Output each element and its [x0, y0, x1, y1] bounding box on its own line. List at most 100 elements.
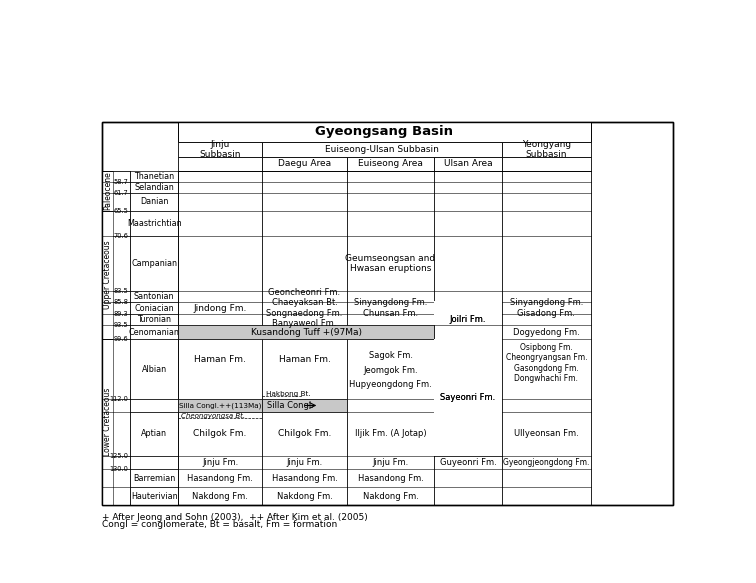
Bar: [502, 142, 590, 157]
Bar: [130, 412, 178, 456]
Text: Silla Congl.++(113Ma): Silla Congl.++(113Ma): [179, 402, 262, 409]
Bar: [178, 142, 262, 157]
Text: 93.5: 93.5: [114, 322, 129, 328]
Bar: [130, 325, 178, 339]
Text: Cheongyongsa Bt.: Cheongyongsa Bt.: [181, 413, 246, 419]
Text: Daegu Area: Daegu Area: [278, 159, 331, 168]
Bar: [178, 325, 434, 339]
Text: Lower Cretaceous: Lower Cretaceous: [103, 388, 112, 456]
Bar: [102, 121, 673, 505]
Text: Nakdong Fm.: Nakdong Fm.: [277, 491, 333, 501]
Text: Jinju Fm.: Jinju Fm.: [202, 458, 238, 468]
Text: Hakbong Bt.: Hakbong Bt.: [266, 391, 311, 397]
Bar: [102, 211, 113, 339]
Bar: [130, 236, 178, 291]
Text: Albian: Albian: [141, 364, 167, 374]
Bar: [434, 157, 502, 171]
Text: Hasandong Fm.: Hasandong Fm.: [271, 474, 337, 483]
Text: Sinyangdong Fm.
Gisadong Fm.: Sinyangdong Fm. Gisadong Fm.: [510, 298, 583, 318]
Text: Danian: Danian: [140, 198, 169, 206]
Text: 65.5: 65.5: [113, 208, 129, 214]
Text: 85.8: 85.8: [113, 299, 129, 305]
Bar: [434, 339, 502, 456]
Bar: [130, 314, 178, 325]
Text: Jinju Fm.: Jinju Fm.: [287, 458, 323, 468]
Text: Coniacian: Coniacian: [135, 304, 174, 312]
Text: Silla Congl.: Silla Congl.: [267, 401, 314, 410]
Text: Upper Cretaceous: Upper Cretaceous: [103, 241, 112, 309]
Bar: [502, 157, 590, 171]
Bar: [130, 487, 178, 505]
Bar: [113, 171, 130, 505]
Bar: [130, 211, 178, 236]
Bar: [130, 456, 178, 469]
Text: 89.3: 89.3: [114, 311, 129, 317]
Text: Chilgok Fm.: Chilgok Fm.: [194, 430, 246, 438]
Bar: [102, 339, 113, 505]
Text: Nakdong Fm.: Nakdong Fm.: [363, 491, 419, 501]
Text: Joilri Fm.: Joilri Fm.: [450, 315, 486, 324]
Text: 83.5: 83.5: [114, 288, 129, 294]
Bar: [178, 399, 262, 412]
Text: Maastrichtian: Maastrichtian: [127, 219, 181, 228]
Bar: [262, 399, 347, 412]
Text: 112.0: 112.0: [110, 396, 129, 402]
Text: Hasandong Fm.: Hasandong Fm.: [187, 474, 253, 483]
Bar: [130, 182, 178, 193]
Text: Euiseong-Ulsan Subbasin: Euiseong-Ulsan Subbasin: [325, 145, 439, 154]
Text: Sagok Fm.: Sagok Fm.: [368, 351, 413, 360]
Text: Jinju
Subbasin: Jinju Subbasin: [200, 139, 241, 159]
Bar: [130, 399, 178, 412]
Text: Jindong Fm.: Jindong Fm.: [194, 304, 246, 312]
Text: 70.6: 70.6: [113, 233, 129, 238]
Bar: [130, 303, 178, 314]
Bar: [434, 301, 502, 325]
Bar: [178, 121, 590, 142]
Text: 61.7: 61.7: [114, 190, 129, 196]
Text: Jinju Fm.: Jinju Fm.: [373, 458, 409, 468]
Text: Selandian: Selandian: [135, 183, 174, 192]
Text: Dogyedong Fm.: Dogyedong Fm.: [513, 328, 580, 336]
Text: Joilri Fm.: Joilri Fm.: [450, 315, 486, 324]
Text: 130.0: 130.0: [110, 466, 129, 472]
Text: Thanetian: Thanetian: [134, 172, 174, 181]
Text: Geumseongsan and
Hwasan eruptions: Geumseongsan and Hwasan eruptions: [345, 254, 435, 273]
Text: Turonian: Turonian: [137, 315, 171, 324]
Text: Guyeonri Fm.: Guyeonri Fm.: [440, 458, 497, 468]
Bar: [102, 171, 113, 211]
Bar: [130, 193, 178, 211]
Text: Aptian: Aptian: [141, 430, 167, 438]
Text: 125.0: 125.0: [110, 453, 129, 459]
Text: Chilgok Fm.: Chilgok Fm.: [278, 430, 331, 438]
Text: Ulsan Area: Ulsan Area: [444, 159, 492, 168]
Text: Euiseong Area: Euiseong Area: [358, 159, 423, 168]
Text: Cenomanian: Cenomanian: [129, 328, 180, 336]
Text: Iljik Fm. (A Jotap): Iljik Fm. (A Jotap): [355, 430, 426, 438]
Text: Nakdong Fm.: Nakdong Fm.: [192, 491, 248, 501]
Text: Sayeonri Fm.: Sayeonri Fm.: [441, 393, 496, 402]
Text: Sinyangdong Fm.
Chunsan Fm.: Sinyangdong Fm. Chunsan Fm.: [354, 298, 427, 318]
Text: Hauterivian: Hauterivian: [131, 491, 178, 501]
Bar: [130, 171, 178, 182]
Text: Yeongyang
Subbasin: Yeongyang Subbasin: [522, 139, 571, 159]
Text: Gyeongsang Basin: Gyeongsang Basin: [315, 125, 454, 138]
Bar: [130, 339, 178, 399]
Text: + After Jeong and Sohn (2003),  ++ After Kim et al. (2005): + After Jeong and Sohn (2003), ++ After …: [102, 512, 368, 522]
Text: Haman Fm.: Haman Fm.: [194, 356, 246, 364]
Text: 99.6: 99.6: [114, 336, 129, 342]
Text: Campanian: Campanian: [132, 259, 177, 268]
Bar: [130, 291, 178, 303]
Text: Gyeongjeongdong Fm.: Gyeongjeongdong Fm.: [503, 458, 590, 468]
Text: 58.7: 58.7: [113, 180, 129, 185]
Bar: [102, 121, 673, 505]
Text: Kusandong Tuff +(97Ma): Kusandong Tuff +(97Ma): [250, 328, 361, 336]
Bar: [178, 157, 262, 171]
Text: Ullyeonsan Fm.: Ullyeonsan Fm.: [514, 430, 578, 438]
Bar: [262, 142, 502, 157]
Text: Hupyeongdong Fm.: Hupyeongdong Fm.: [349, 380, 432, 389]
Text: Osipbong Fm.
Cheongryangsan Fm.
Gasongdong Fm.
Dongwhachi Fm.: Osipbong Fm. Cheongryangsan Fm. Gasongdo…: [506, 343, 587, 383]
Text: Congl = conglomerate, Bt = basalt, Fm = formation: Congl = conglomerate, Bt = basalt, Fm = …: [102, 521, 337, 529]
Bar: [130, 469, 178, 487]
Bar: [347, 157, 434, 171]
Text: Jeomgok Fm.: Jeomgok Fm.: [363, 366, 418, 375]
